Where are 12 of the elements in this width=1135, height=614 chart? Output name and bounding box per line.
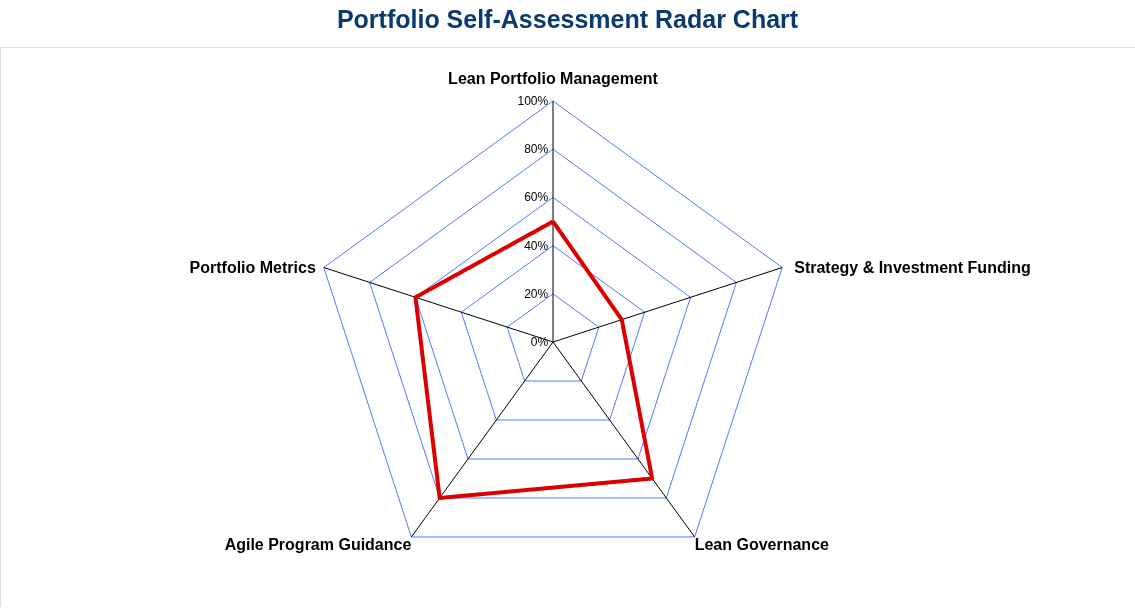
spoke-label: Strategy & Investment Funding — [794, 258, 1031, 276]
y-tick-label: 60% — [524, 190, 549, 205]
y-tick-label: 100% — [517, 94, 549, 108]
y-tick-label: 20% — [524, 286, 549, 301]
spoke-label: Lean Portfolio Management — [448, 70, 659, 87]
y-tick-label: 80% — [524, 142, 549, 157]
spoke-label: Portfolio Metrics — [189, 258, 316, 276]
chart-title: Portfolio Self-Assessment Radar Chart — [336, 5, 799, 33]
spoke-label: Lean Governance — [694, 535, 830, 553]
y-tick-label: 0% — [530, 335, 549, 349]
y-tick-label: 40% — [524, 238, 549, 253]
spoke-label: Agile Program Guidance — [224, 535, 412, 553]
